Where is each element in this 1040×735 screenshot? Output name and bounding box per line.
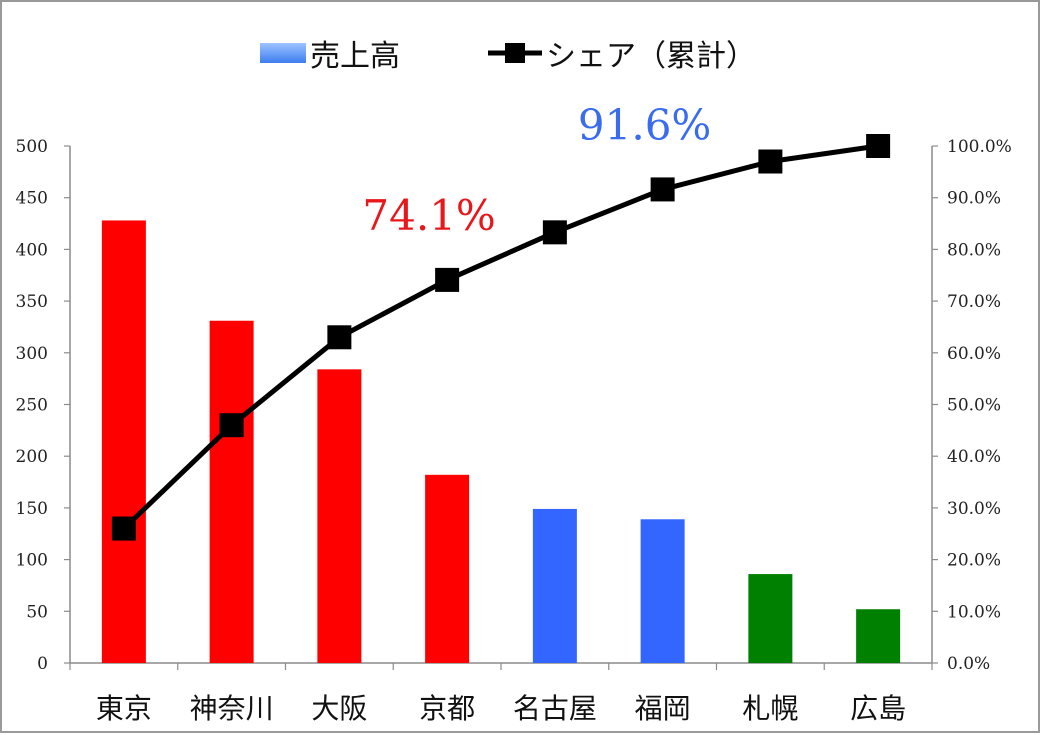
right-tick-label: 20.0% [947,551,1001,571]
share-marker [650,177,675,202]
category-label: 京都 [419,692,475,725]
left-tick-label: 250 [16,396,48,416]
annotations: 74.1% 91.6% [362,100,711,239]
bar [856,609,901,663]
right-tick-label: 80.0% [947,240,1001,260]
line-series [111,134,891,541]
category-label: 福岡 [635,692,691,725]
category-label: 札幌 [742,692,798,725]
right-tick-label: 90.0% [947,189,1001,209]
legend-line-label: シェア（累計） [546,39,756,74]
legend-bar-label: 売上高 [310,39,400,74]
share-marker [866,134,891,158]
share-marker [542,220,567,245]
left-tick-label: 500 [16,137,48,157]
right-tick-label: 30.0% [947,499,1001,519]
bar [425,474,470,663]
left-axis-ticks: 0 50 100 150 200 250 300 350 400 450 500 [16,137,70,674]
left-tick-label: 300 [16,344,48,364]
bar [532,508,577,663]
category-label: 広島 [850,692,906,725]
bar [640,519,685,663]
bar [317,369,362,663]
share-marker [219,413,244,438]
share-marker [435,267,460,292]
right-tick-label: 70.0% [947,292,1001,312]
right-tick-label: 50.0% [947,396,1001,416]
category-label: 名古屋 [513,692,597,725]
left-tick-label: 450 [16,189,48,209]
category-label: 大阪 [311,692,367,725]
left-tick-label: 400 [16,240,48,260]
right-tick-label: 60.0% [947,344,1001,364]
legend-line-marker [505,43,525,63]
axes [69,146,933,670]
legend: 売上高 シェア（累計） [260,39,756,74]
legend-bar-swatch [260,43,306,63]
category-label: 東京 [96,692,152,725]
left-tick-label: 100 [16,551,48,571]
category-label: 神奈川 [190,692,274,725]
left-tick-label: 200 [16,447,48,467]
right-tick-label: 10.0% [947,602,1001,622]
bar-series [101,220,901,663]
share-marker [327,325,352,350]
right-tick-label: 100.0% [947,137,1012,157]
bar [748,574,793,663]
annotation-label: 91.6% [578,100,711,149]
right-axis-ticks: 0.0% 10.0% 20.0% 30.0% 40.0% 50.0% 60.0% 70.0% 8… [932,137,1012,674]
left-tick-label: 50 [26,602,48,622]
bar [209,320,254,663]
bar [101,220,146,663]
left-tick-label: 350 [16,292,48,312]
category-labels: 東京 神奈川 大阪 京都 名古屋 福岡 札幌 広島 [96,692,906,725]
right-tick-label: 0.0% [947,654,990,674]
share-marker [758,149,783,174]
annotation-label: 74.1% [362,191,495,240]
left-tick-label: 0 [37,654,48,674]
right-tick-label: 40.0% [947,447,1001,467]
left-tick-label: 150 [16,499,48,519]
share-line [122,143,879,531]
share-marker [111,516,136,541]
